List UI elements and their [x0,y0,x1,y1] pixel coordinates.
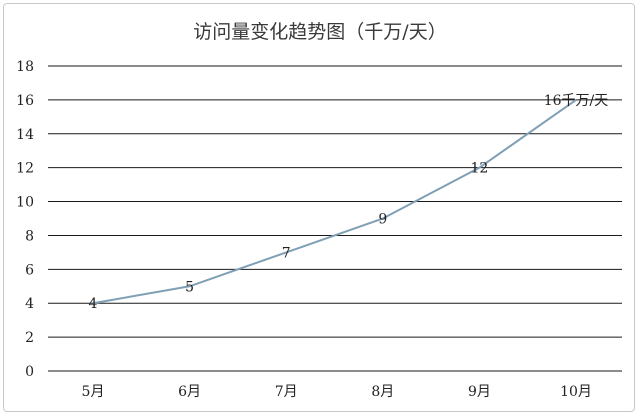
y-tick-label: 4 [25,296,34,312]
y-tick-label: 6 [25,262,34,278]
y-tick-label: 12 [16,161,34,177]
y-tick-label: 10 [16,195,34,211]
y-tick-label: 14 [16,127,34,143]
x-tick-label: 6月 [178,384,201,400]
x-tick-label: 5月 [82,384,105,400]
y-tick-label: 16 [16,93,34,109]
x-tick-label: 8月 [371,384,394,400]
chart-border [3,3,635,412]
x-tick-label: 9月 [468,384,491,400]
data-label: 5 [185,279,194,295]
data-labels: 4 5 7 9 12 16千万/天 [89,93,609,312]
y-tick-label: 0 [25,364,34,380]
x-tick-label: 10月 [560,384,592,400]
chart-title: 访问量变化趋势图（千万/天） [193,21,446,43]
series-line [92,99,577,305]
data-label: 12 [470,161,488,177]
x-axis-ticks: 5月 6月 7月 8月 9月 10月 [82,384,592,400]
y-axis-ticks: 0 2 4 6 8 10 12 14 16 18 [16,59,34,380]
data-label: 4 [89,296,98,312]
x-tick-label: 7月 [275,384,298,400]
data-label: 7 [282,245,291,261]
series [92,99,577,305]
data-label: 16千万/天 [544,93,609,109]
y-tick-label: 18 [16,59,34,75]
data-label: 9 [378,212,387,228]
y-tick-label: 8 [25,228,34,244]
gridlines [48,65,622,372]
y-tick-label: 2 [25,330,34,346]
